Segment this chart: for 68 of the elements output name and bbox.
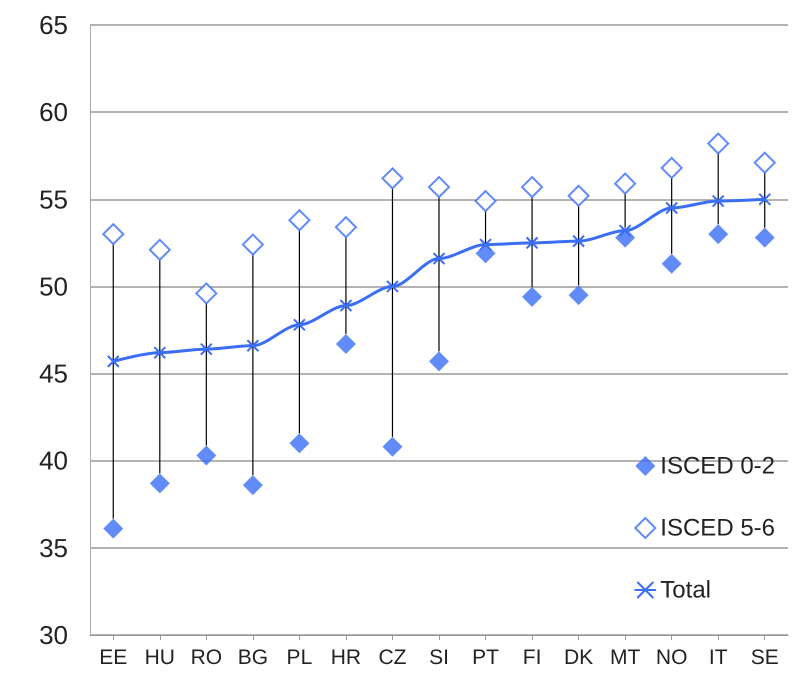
- point: [246, 339, 260, 352]
- x-tick-label: MT: [610, 646, 640, 669]
- point: [102, 223, 124, 246]
- y-tick-label: 35: [39, 532, 68, 563]
- point: [382, 436, 402, 457]
- point: [289, 433, 310, 454]
- legend-label: Total: [660, 576, 711, 604]
- x-tick-label: BG: [238, 646, 268, 669]
- point: [106, 354, 120, 368]
- point: [339, 299, 352, 312]
- point: [522, 286, 542, 307]
- y-tick-label: 40: [39, 446, 68, 476]
- point: [386, 280, 399, 293]
- legend-label: ISCED 5-6: [660, 514, 775, 542]
- point: [474, 190, 497, 212]
- x-tick-label: HR: [330, 646, 362, 669]
- point: [615, 228, 636, 248]
- point: [660, 156, 683, 179]
- point: [242, 234, 264, 256]
- y-tick-label: 50: [39, 271, 68, 302]
- y-tick-label: 65: [39, 10, 68, 40]
- x-tick-label: SI: [429, 646, 449, 669]
- x-tick-label: SE: [750, 646, 779, 669]
- x-tick-label: PL: [286, 646, 312, 669]
- point: [336, 334, 356, 354]
- x-tick-label: IT: [708, 646, 728, 669]
- point: [662, 254, 682, 274]
- point: [148, 238, 171, 261]
- x-tick-label: HU: [144, 646, 175, 669]
- y-tick-label: 45: [39, 358, 68, 389]
- point: [568, 285, 589, 306]
- y-tick-label: 60: [39, 97, 68, 128]
- point: [526, 236, 539, 250]
- point: [432, 252, 446, 266]
- point: [708, 224, 728, 244]
- x-tick-label: DK: [564, 646, 594, 669]
- x-tick-label: PT: [472, 646, 500, 669]
- point: [200, 342, 213, 356]
- point: [292, 318, 306, 332]
- point: [288, 209, 310, 232]
- point: [242, 475, 263, 496]
- point: [150, 473, 170, 494]
- legend-label: ISCED 0-2: [660, 452, 775, 480]
- point: [614, 172, 636, 195]
- point: [754, 228, 775, 248]
- x-tick-label: RO: [190, 646, 222, 669]
- x-tick-label: FI: [522, 646, 542, 669]
- point: [195, 282, 218, 304]
- point: [429, 351, 449, 372]
- point: [712, 194, 725, 208]
- point: [707, 132, 730, 155]
- point: [153, 346, 166, 360]
- y-tick-label: 30: [39, 620, 68, 650]
- point: [196, 445, 216, 466]
- point: [754, 152, 776, 174]
- point: [334, 216, 357, 238]
- point: [758, 192, 772, 206]
- x-tick-label: EE: [99, 646, 128, 669]
- point: [521, 176, 544, 198]
- point: [428, 176, 450, 198]
- point: [572, 234, 586, 248]
- x-tick-label: NO: [656, 646, 688, 669]
- point: [665, 202, 678, 214]
- point: [103, 518, 124, 539]
- x-tick-label: CZ: [378, 646, 407, 669]
- point: [568, 184, 590, 207]
- y-tick-label: 55: [39, 184, 68, 214]
- point: [381, 167, 404, 190]
